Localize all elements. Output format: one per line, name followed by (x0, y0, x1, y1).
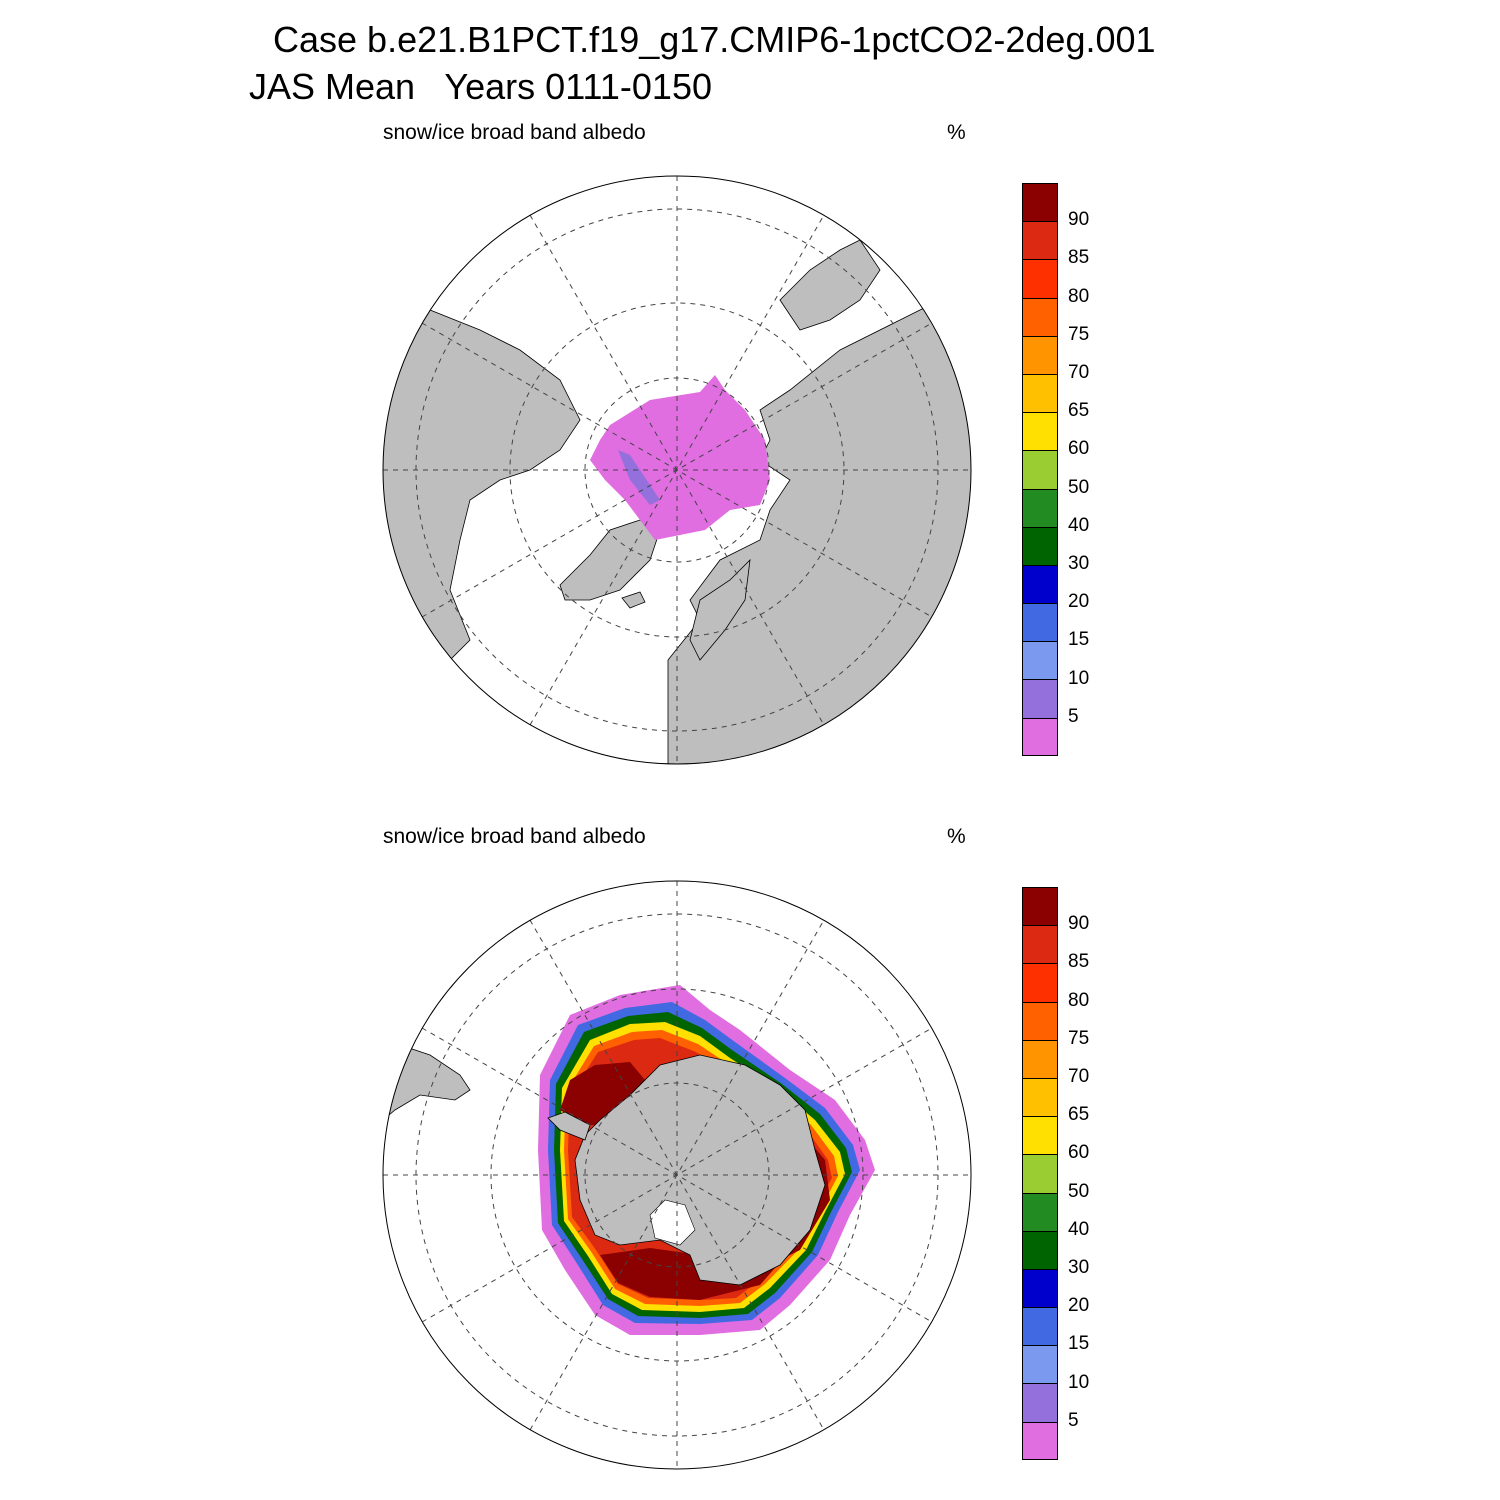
north-land-greenland (559, 519, 661, 601)
south-colorbar-box (1022, 925, 1058, 964)
south-colorbar-box (1022, 887, 1058, 926)
south-land-antarctica (574, 1054, 826, 1286)
north-units-label: % (947, 121, 966, 144)
south-colorbar-tick-label: 75 (1068, 1027, 1090, 1049)
north-graticule (383, 176, 971, 764)
south-ice-band-7 (560, 1062, 830, 1300)
south-variable-label: snow/ice broad band albedo (383, 825, 646, 848)
north-colorbar-tick-label: 5 (1068, 705, 1079, 727)
north-colorbar-box (1022, 488, 1058, 527)
south-colorbar-box (1022, 1383, 1058, 1422)
north-colorbar-box (1022, 526, 1058, 565)
south-colorbar-tick-label: 5 (1068, 1409, 1079, 1431)
north-colorbar-tick-label: 50 (1068, 476, 1090, 498)
north-map-frame (382, 175, 972, 765)
south-colorbar-box (1022, 1268, 1058, 1308)
south-colorbar-tick-label: 30 (1068, 1257, 1090, 1278)
north-colorbar-box (1022, 641, 1058, 680)
north-colorbar-tick-label: 10 (1068, 667, 1090, 689)
south-colorbar-tick-label: 20 (1068, 1295, 1090, 1317)
north-colorbar-box (1022, 679, 1058, 718)
north-colorbar-box (1022, 717, 1058, 756)
south-colorbar-box (1022, 1421, 1058, 1460)
north-arctic-ice-field (590, 375, 770, 540)
south-colorbar-boxes (1022, 887, 1058, 1460)
north-variable-label: snow/ice broad band albedo (383, 121, 646, 144)
north-colorbar-box (1022, 297, 1058, 336)
north-colorbar-tick-label: 80 (1068, 285, 1090, 307)
north-colorbar-box (1022, 335, 1058, 374)
figure-title-period: JAS Mean Years 0111-0150 (249, 66, 712, 107)
north-colorbar-tick-label: 65 (1068, 400, 1090, 422)
south-colorbar-tick-label: 65 (1068, 1104, 1090, 1126)
south-land-peninsula (547, 1111, 591, 1141)
south-colorbar-tick-label: 80 (1068, 989, 1090, 1011)
south-colorbar-box (1022, 1192, 1058, 1231)
south-colorbar-box (1022, 1230, 1058, 1269)
south-colorbar-tick-label: 60 (1068, 1142, 1090, 1164)
north-colorbar-boxes (1022, 183, 1058, 756)
north-colorbar-tick-label: 75 (1068, 323, 1090, 345)
north-colorbar-box (1022, 564, 1058, 604)
south-colorbar-tick-label: 70 (1068, 1066, 1090, 1087)
north-colorbar-tick-label: 60 (1068, 438, 1090, 460)
south-colorbar-tick-label: 90 (1068, 913, 1090, 935)
south-colorbar-tick-label: 40 (1068, 1218, 1090, 1240)
north-colorbar-box (1022, 259, 1058, 298)
north-colorbar-tick-label: 70 (1068, 362, 1090, 383)
south-colorbar-box (1022, 1345, 1058, 1384)
south-graticule (383, 881, 971, 1469)
south-colorbar-box (1022, 1001, 1058, 1040)
north-colorbar-tick-label: 85 (1068, 247, 1090, 269)
north-colorbar-tick-label: 20 (1068, 591, 1090, 613)
south-colorbar-tick-label: 50 (1068, 1180, 1090, 1202)
south-colorbar-tick-label: 85 (1068, 951, 1090, 973)
north-arctic-ice-edge (618, 450, 660, 505)
north-colorbar-tick-label: 90 (1068, 209, 1090, 231)
north-colorbar-box (1022, 373, 1058, 413)
south-colorbar-box (1022, 1154, 1058, 1193)
south-colorbar-box (1022, 963, 1058, 1002)
north-land-iceland (621, 591, 646, 609)
south-units-label: % (947, 825, 966, 848)
south-ross-ice-shelf (649, 1199, 696, 1246)
south-colorbar-box (1022, 1307, 1058, 1346)
south-colorbar-box (1022, 1116, 1058, 1155)
north-colorbar-box (1022, 183, 1058, 222)
south-colorbar-tick-label: 15 (1068, 1333, 1090, 1355)
figure-title-case: Case b.e21.B1PCT.f19_g17.CMIP6-1pctCO2-2… (273, 19, 1156, 60)
south-colorbar-box (1022, 1077, 1058, 1117)
north-colorbar-tick-label: 30 (1068, 553, 1090, 574)
north-colorbar-box (1022, 412, 1058, 451)
north-colorbar-tick-label: 15 (1068, 629, 1090, 651)
north-colorbar-box (1022, 221, 1058, 260)
north-land-chukotka (779, 239, 881, 331)
north-colorbar-box (1022, 603, 1058, 642)
north-colorbar-box (1022, 450, 1058, 489)
north-colorbar-tick-label: 40 (1068, 514, 1090, 536)
north-land-north-america (383, 309, 581, 701)
south-map-frame (382, 880, 972, 1470)
south-colorbar-tick-label: 10 (1068, 1371, 1090, 1393)
south-colorbar-box (1022, 1039, 1058, 1078)
